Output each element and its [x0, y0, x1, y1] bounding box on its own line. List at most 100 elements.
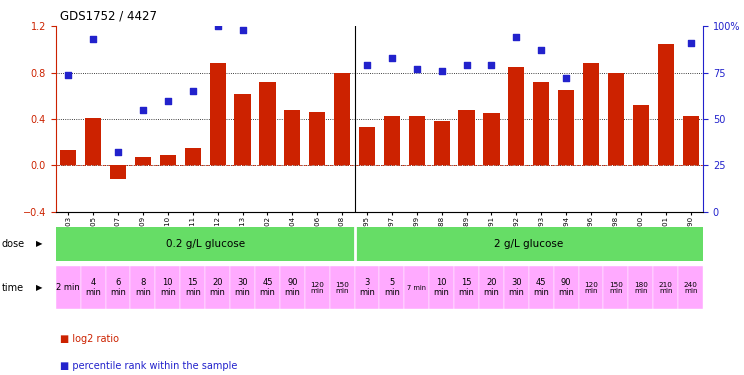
Text: 8
min: 8 min: [135, 279, 151, 297]
Point: [411, 66, 423, 72]
Point: [585, 18, 597, 24]
Bar: [533, 82, 549, 165]
Bar: [255, 266, 280, 309]
Point: [237, 27, 248, 33]
Text: 90
min: 90 min: [558, 279, 574, 297]
Bar: [85, 118, 101, 165]
Bar: [508, 67, 525, 165]
Bar: [160, 155, 176, 165]
Bar: [330, 266, 355, 309]
Bar: [60, 150, 77, 165]
Bar: [284, 110, 301, 165]
Point: [311, 14, 323, 20]
Text: 7 min: 7 min: [407, 285, 426, 291]
Bar: [653, 266, 679, 309]
Bar: [629, 266, 653, 309]
Point: [436, 68, 448, 74]
Text: 120
min: 120 min: [584, 282, 598, 294]
Text: 15
min: 15 min: [458, 279, 475, 297]
Bar: [454, 266, 479, 309]
Bar: [280, 266, 305, 309]
Point: [660, 10, 672, 16]
Point: [62, 72, 74, 78]
Text: 0.2 g/L glucose: 0.2 g/L glucose: [166, 239, 245, 249]
Text: 45
min: 45 min: [533, 279, 549, 297]
Point: [635, 18, 647, 24]
Bar: [632, 105, 649, 165]
Bar: [384, 116, 400, 165]
Bar: [608, 73, 624, 165]
Text: dose: dose: [1, 239, 25, 249]
Text: 2 min: 2 min: [57, 284, 80, 292]
Point: [286, 18, 298, 24]
Bar: [355, 227, 703, 261]
Bar: [429, 266, 454, 309]
Bar: [379, 266, 404, 309]
Bar: [180, 266, 205, 309]
Bar: [355, 266, 379, 309]
Text: 15
min: 15 min: [185, 279, 201, 297]
Text: 30
min: 30 min: [234, 279, 251, 297]
Text: 5
min: 5 min: [384, 279, 400, 297]
Text: 10
min: 10 min: [434, 279, 449, 297]
Bar: [130, 266, 155, 309]
Text: time: time: [1, 283, 24, 293]
Text: 150
min: 150 min: [609, 282, 623, 294]
Point: [486, 62, 498, 68]
Text: 10
min: 10 min: [160, 279, 176, 297]
Bar: [603, 266, 629, 309]
Point: [112, 150, 124, 156]
Bar: [479, 266, 504, 309]
Bar: [334, 73, 350, 165]
Text: 3
min: 3 min: [359, 279, 375, 297]
Bar: [80, 266, 106, 309]
Bar: [404, 266, 429, 309]
Bar: [56, 227, 355, 261]
Bar: [359, 127, 375, 165]
Bar: [234, 93, 251, 165]
Bar: [230, 266, 255, 309]
Bar: [558, 90, 574, 165]
Point: [261, 8, 273, 14]
Text: 210
min: 210 min: [658, 282, 673, 294]
Point: [162, 98, 174, 104]
Bar: [56, 266, 80, 309]
Text: ■ percentile rank within the sample: ■ percentile rank within the sample: [60, 361, 237, 370]
Bar: [529, 266, 554, 309]
Bar: [106, 266, 130, 309]
Point: [187, 88, 199, 94]
Bar: [135, 158, 151, 165]
Point: [361, 62, 373, 68]
Text: ▶: ▶: [36, 239, 42, 248]
Text: 45
min: 45 min: [260, 279, 275, 297]
Point: [386, 55, 398, 61]
Point: [461, 62, 472, 68]
Text: GDS1752 / 4427: GDS1752 / 4427: [60, 9, 156, 22]
Text: 20
min: 20 min: [210, 279, 225, 297]
Bar: [504, 266, 529, 309]
Bar: [458, 110, 475, 165]
Bar: [309, 112, 325, 165]
Bar: [408, 116, 425, 165]
Text: 4
min: 4 min: [86, 279, 101, 297]
Point: [536, 47, 548, 53]
Text: ■ log2 ratio: ■ log2 ratio: [60, 334, 118, 344]
Bar: [260, 82, 275, 165]
Point: [610, 18, 622, 24]
Bar: [554, 266, 579, 309]
Bar: [155, 266, 180, 309]
Text: 20
min: 20 min: [484, 279, 499, 297]
Text: 150
min: 150 min: [335, 282, 349, 294]
Text: 6
min: 6 min: [110, 279, 126, 297]
Text: ▶: ▶: [36, 284, 42, 292]
Text: 90
min: 90 min: [284, 279, 301, 297]
Bar: [658, 44, 674, 165]
Bar: [210, 63, 225, 165]
Point: [684, 40, 696, 46]
Point: [336, 5, 348, 11]
Bar: [434, 122, 450, 165]
Bar: [679, 266, 703, 309]
Bar: [583, 63, 599, 165]
Text: 2 g/L glucose: 2 g/L glucose: [494, 239, 563, 249]
Bar: [305, 266, 330, 309]
